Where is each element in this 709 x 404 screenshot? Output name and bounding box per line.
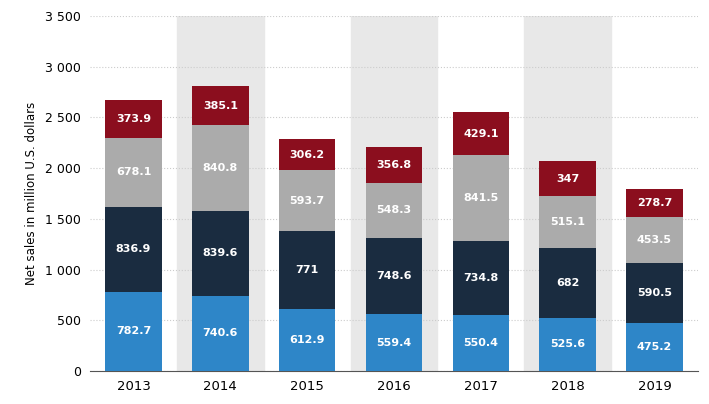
Bar bbox=[452, 155, 509, 241]
Text: 748.6: 748.6 bbox=[376, 271, 412, 281]
Text: 347: 347 bbox=[556, 174, 579, 184]
Bar bbox=[192, 211, 249, 296]
Text: 593.7: 593.7 bbox=[290, 196, 325, 206]
Text: 550.4: 550.4 bbox=[464, 338, 498, 348]
Text: 515.1: 515.1 bbox=[550, 217, 585, 227]
Text: 559.4: 559.4 bbox=[376, 337, 412, 347]
Bar bbox=[366, 183, 423, 238]
Text: 782.7: 782.7 bbox=[116, 326, 151, 336]
Text: 839.6: 839.6 bbox=[203, 248, 238, 258]
Bar bbox=[279, 231, 335, 309]
Bar bbox=[366, 314, 423, 371]
Text: 734.8: 734.8 bbox=[463, 273, 498, 283]
Text: 373.9: 373.9 bbox=[116, 114, 151, 124]
Bar bbox=[279, 170, 335, 231]
Text: 840.8: 840.8 bbox=[203, 163, 238, 173]
Text: 453.5: 453.5 bbox=[637, 235, 672, 245]
Text: 356.8: 356.8 bbox=[376, 160, 412, 170]
Bar bbox=[106, 292, 162, 371]
Text: 678.1: 678.1 bbox=[116, 167, 151, 177]
Bar bbox=[452, 315, 509, 371]
Text: 475.2: 475.2 bbox=[637, 342, 672, 352]
Bar bbox=[279, 309, 335, 371]
Bar bbox=[626, 189, 683, 217]
Bar bbox=[540, 196, 596, 248]
Text: 525.6: 525.6 bbox=[550, 339, 585, 349]
Text: 841.5: 841.5 bbox=[463, 193, 498, 203]
Bar bbox=[540, 248, 596, 318]
Bar bbox=[366, 238, 423, 314]
Bar bbox=[279, 139, 335, 170]
Bar bbox=[626, 323, 683, 371]
Text: 306.2: 306.2 bbox=[290, 150, 325, 160]
Bar bbox=[192, 86, 249, 126]
Bar bbox=[452, 112, 509, 155]
Text: 612.9: 612.9 bbox=[289, 335, 325, 345]
Bar bbox=[351, 16, 437, 371]
Bar bbox=[452, 241, 509, 315]
Text: 771: 771 bbox=[296, 265, 319, 275]
Text: 385.1: 385.1 bbox=[203, 101, 238, 111]
Text: 682: 682 bbox=[556, 278, 579, 288]
Text: 836.9: 836.9 bbox=[116, 244, 151, 254]
Bar bbox=[366, 147, 423, 183]
Text: 429.1: 429.1 bbox=[463, 128, 498, 139]
Bar bbox=[177, 16, 264, 371]
Bar bbox=[626, 217, 683, 263]
Text: 590.5: 590.5 bbox=[637, 288, 672, 298]
Bar bbox=[106, 100, 162, 138]
Text: 278.7: 278.7 bbox=[637, 198, 672, 208]
Bar bbox=[540, 161, 596, 196]
Bar bbox=[626, 263, 683, 323]
Bar bbox=[540, 318, 596, 371]
Bar bbox=[192, 126, 249, 211]
Bar bbox=[106, 138, 162, 207]
Y-axis label: Net sales in million U.S. dollars: Net sales in million U.S. dollars bbox=[26, 102, 38, 285]
Bar bbox=[524, 16, 611, 371]
Bar bbox=[192, 296, 249, 371]
Bar bbox=[106, 207, 162, 292]
Text: 548.3: 548.3 bbox=[376, 206, 412, 215]
Text: 740.6: 740.6 bbox=[203, 328, 238, 338]
